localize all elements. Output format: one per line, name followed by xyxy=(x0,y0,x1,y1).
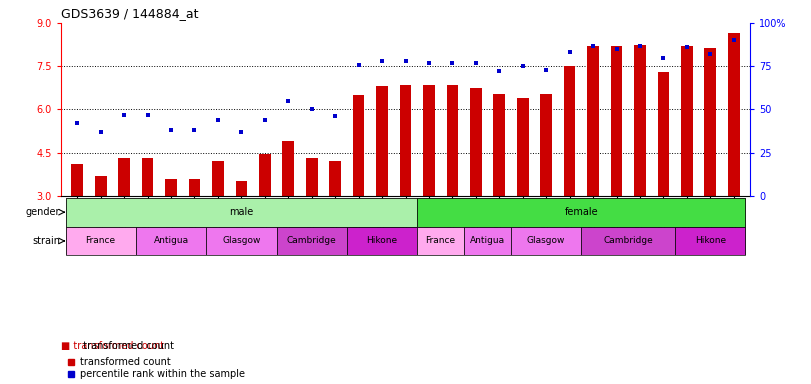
Point xyxy=(610,46,623,52)
Text: strain: strain xyxy=(32,236,60,246)
Text: Cambridge: Cambridge xyxy=(287,237,337,245)
Bar xyxy=(165,179,177,196)
Bar xyxy=(277,227,347,255)
Bar xyxy=(353,95,364,196)
Bar xyxy=(66,227,136,255)
Point xyxy=(118,111,131,118)
Text: Glasgow: Glasgow xyxy=(222,237,260,245)
Bar xyxy=(66,198,417,227)
Text: gender: gender xyxy=(26,207,60,217)
Bar xyxy=(675,227,745,255)
Point xyxy=(94,129,107,135)
Point xyxy=(423,60,436,66)
Bar xyxy=(540,94,552,196)
Bar xyxy=(206,227,277,255)
Bar xyxy=(511,227,581,255)
Point xyxy=(71,120,84,126)
Bar xyxy=(400,85,411,196)
Point xyxy=(470,60,483,66)
Bar xyxy=(417,227,464,255)
Bar xyxy=(658,72,669,196)
Point xyxy=(657,55,670,61)
Text: ■ transformed count: ■ transformed count xyxy=(61,341,164,351)
Bar xyxy=(282,141,294,196)
Point xyxy=(680,44,693,50)
Text: transformed count: transformed count xyxy=(77,341,174,351)
Text: Antigua: Antigua xyxy=(153,237,189,245)
Bar xyxy=(212,161,224,196)
Legend: transformed count, percentile rank within the sample: transformed count, percentile rank withi… xyxy=(66,357,245,379)
Bar xyxy=(705,48,716,196)
Bar xyxy=(634,45,646,196)
Bar xyxy=(564,66,576,196)
Text: male: male xyxy=(230,207,254,217)
Bar xyxy=(611,46,622,196)
Bar xyxy=(417,198,745,227)
Bar xyxy=(136,227,206,255)
Point xyxy=(328,113,341,119)
Bar xyxy=(517,98,529,196)
Point xyxy=(446,60,459,66)
Text: Hikone: Hikone xyxy=(367,237,397,245)
Bar xyxy=(259,154,271,196)
Text: female: female xyxy=(564,207,599,217)
Point xyxy=(141,111,154,118)
Bar xyxy=(376,86,388,196)
Point xyxy=(633,43,646,49)
Bar xyxy=(142,159,153,196)
Text: Glasgow: Glasgow xyxy=(527,237,565,245)
Point xyxy=(586,43,599,49)
Bar xyxy=(71,164,83,196)
Point xyxy=(259,117,272,123)
Bar xyxy=(447,85,458,196)
Bar xyxy=(470,88,482,196)
Point xyxy=(493,68,506,74)
Point xyxy=(281,98,294,104)
Text: Antigua: Antigua xyxy=(470,237,505,245)
Bar xyxy=(681,46,693,196)
Point xyxy=(399,58,412,64)
Point xyxy=(727,37,740,43)
Point xyxy=(212,117,225,123)
Point xyxy=(305,106,318,113)
Bar xyxy=(581,227,675,255)
Point xyxy=(235,129,248,135)
Bar xyxy=(118,159,130,196)
Text: Hikone: Hikone xyxy=(695,237,726,245)
Bar xyxy=(423,85,435,196)
Text: Cambridge: Cambridge xyxy=(603,237,653,245)
Bar xyxy=(235,182,247,196)
Point xyxy=(563,50,576,56)
Bar xyxy=(347,227,417,255)
Bar xyxy=(587,46,599,196)
Point xyxy=(375,58,388,64)
Point xyxy=(517,63,530,70)
Bar xyxy=(329,161,341,196)
Bar xyxy=(493,94,505,196)
Bar xyxy=(189,179,200,196)
Point xyxy=(704,51,717,57)
Bar xyxy=(95,176,106,196)
Text: France: France xyxy=(86,237,116,245)
Bar xyxy=(464,227,511,255)
Point xyxy=(188,127,201,133)
Text: France: France xyxy=(426,237,456,245)
Bar xyxy=(728,33,740,196)
Point xyxy=(539,67,552,73)
Bar xyxy=(306,159,318,196)
Point xyxy=(165,127,178,133)
Text: GDS3639 / 144884_at: GDS3639 / 144884_at xyxy=(61,7,199,20)
Point xyxy=(352,61,365,68)
